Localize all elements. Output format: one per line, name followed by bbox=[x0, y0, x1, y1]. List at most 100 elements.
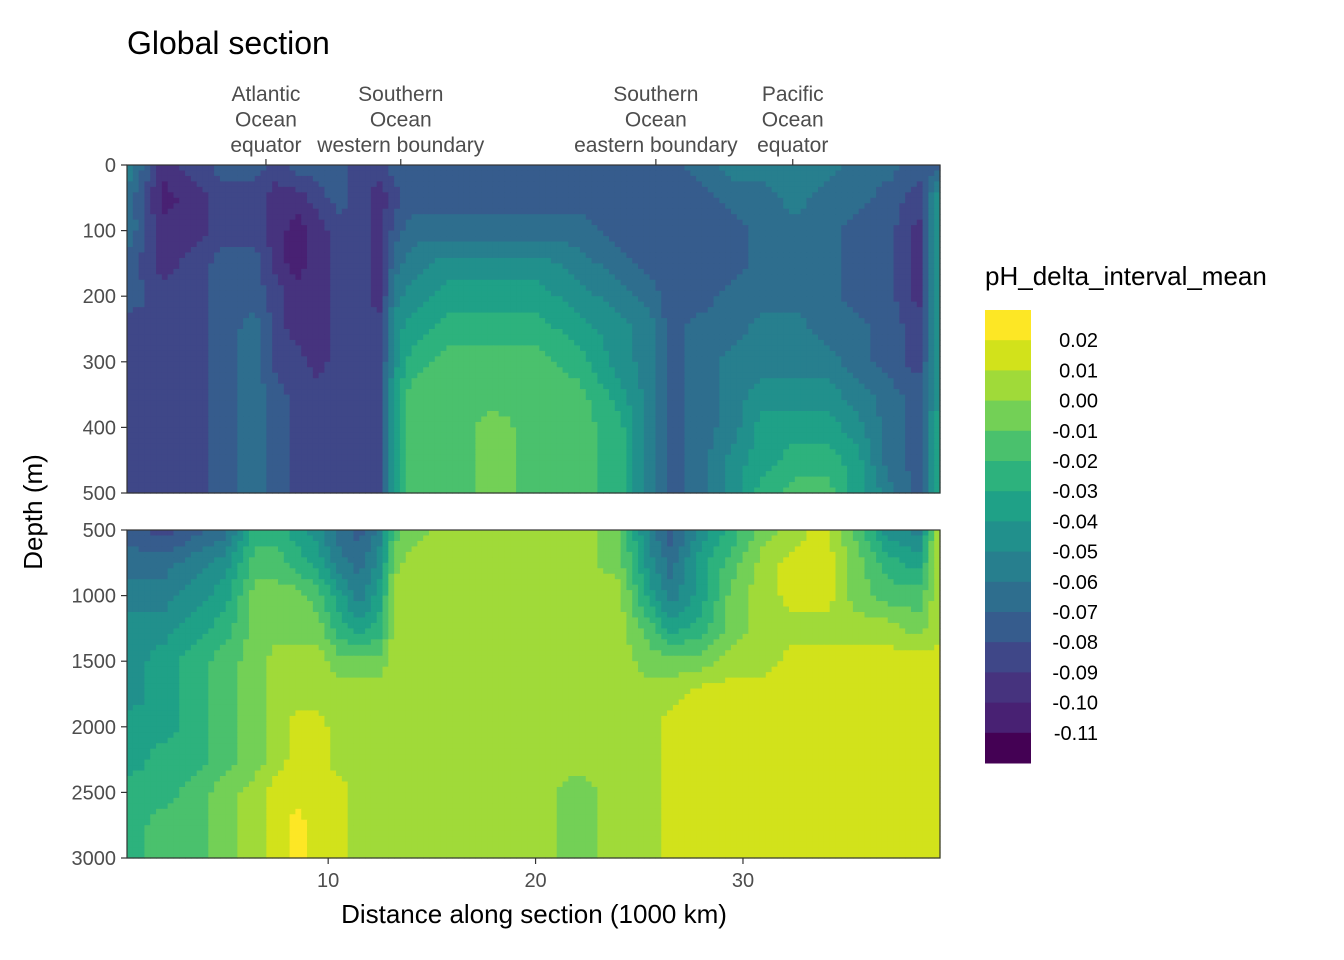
field-cell bbox=[684, 247, 691, 254]
field-cell bbox=[144, 236, 151, 243]
field-cell bbox=[864, 241, 871, 248]
field-cell bbox=[219, 208, 227, 215]
field-cell bbox=[771, 318, 778, 325]
field-cell bbox=[208, 181, 215, 188]
field-cell bbox=[359, 312, 366, 319]
field-cell bbox=[504, 290, 511, 297]
field-cell bbox=[138, 318, 146, 325]
field-cell bbox=[905, 296, 912, 303]
field-cell bbox=[643, 214, 651, 221]
field-cell bbox=[893, 192, 900, 199]
field-cell bbox=[899, 165, 906, 172]
field-cell bbox=[870, 312, 877, 319]
field-cell bbox=[916, 230, 924, 237]
field-cell bbox=[411, 214, 418, 221]
field-cell bbox=[481, 236, 488, 243]
field-cell bbox=[324, 334, 331, 341]
field-cell bbox=[603, 208, 610, 215]
field-cell bbox=[620, 301, 628, 308]
field-cell bbox=[893, 236, 900, 243]
field-cell bbox=[254, 192, 262, 199]
field-cell bbox=[214, 175, 221, 182]
field-cell bbox=[835, 186, 842, 193]
field-cell bbox=[777, 203, 784, 210]
field-cell bbox=[214, 241, 221, 248]
field-cell bbox=[719, 263, 726, 270]
field-cell bbox=[434, 192, 442, 199]
field-cell bbox=[568, 203, 575, 210]
field-cell bbox=[568, 274, 575, 281]
field-cell bbox=[458, 279, 465, 286]
field-cell bbox=[568, 170, 575, 177]
field-cell bbox=[202, 290, 209, 297]
field-cell bbox=[150, 312, 157, 319]
field-cell bbox=[829, 323, 837, 330]
field-cell bbox=[301, 192, 308, 199]
field-cell bbox=[881, 170, 889, 177]
field-cell bbox=[307, 203, 314, 210]
field-cell bbox=[876, 296, 883, 303]
field-cell bbox=[423, 323, 430, 330]
field-cell bbox=[202, 241, 209, 248]
field-cell bbox=[818, 268, 825, 275]
field-cell bbox=[434, 290, 442, 297]
field-cell bbox=[881, 252, 889, 259]
field-cell bbox=[208, 318, 215, 325]
field-cell bbox=[789, 219, 796, 226]
field-cell bbox=[243, 263, 250, 270]
field-cell bbox=[550, 350, 558, 357]
field-cell bbox=[208, 290, 215, 297]
field-cell bbox=[388, 312, 395, 319]
field-cell bbox=[800, 186, 808, 193]
field-cell bbox=[254, 181, 262, 188]
field-cell bbox=[225, 186, 233, 193]
field-cell bbox=[463, 334, 471, 341]
field-cell bbox=[388, 285, 395, 292]
field-cell bbox=[492, 312, 500, 319]
field-cell bbox=[887, 165, 895, 172]
field-cell bbox=[504, 329, 511, 336]
field-cell bbox=[423, 219, 430, 226]
field-cell bbox=[138, 350, 146, 357]
field-cell bbox=[411, 236, 418, 243]
field-cell bbox=[603, 312, 610, 319]
field-cell bbox=[881, 203, 889, 210]
field-cell bbox=[835, 219, 842, 226]
field-cell bbox=[417, 296, 424, 303]
field-cell bbox=[765, 192, 773, 199]
field-cell bbox=[585, 252, 593, 259]
field-cell bbox=[574, 263, 581, 270]
field-cell bbox=[649, 274, 657, 281]
field-cell bbox=[794, 257, 802, 264]
field-cell bbox=[829, 247, 837, 254]
field-cell bbox=[667, 334, 674, 341]
field-cell bbox=[208, 214, 215, 221]
field-cell bbox=[818, 230, 825, 237]
field-cell bbox=[806, 301, 813, 308]
field-cell bbox=[318, 350, 326, 357]
field-cell bbox=[545, 252, 552, 259]
field-cell bbox=[620, 356, 628, 363]
field-cell bbox=[876, 203, 883, 210]
field-cell bbox=[794, 279, 802, 286]
field-cell bbox=[272, 323, 279, 330]
field-cell bbox=[289, 236, 297, 243]
field-cell bbox=[156, 186, 163, 193]
field-cell bbox=[887, 296, 895, 303]
field-cell bbox=[545, 290, 552, 297]
field-cell bbox=[295, 323, 302, 330]
field-cell bbox=[214, 192, 221, 199]
field-cell bbox=[533, 225, 540, 232]
field-cell bbox=[161, 290, 169, 297]
field-cell bbox=[713, 186, 720, 193]
field-cell bbox=[417, 197, 424, 204]
field-cell bbox=[783, 290, 790, 297]
field-cell bbox=[928, 225, 935, 232]
field-cell bbox=[196, 236, 204, 243]
field-cell bbox=[307, 192, 314, 199]
field-cell bbox=[881, 186, 889, 193]
field-cell bbox=[173, 230, 180, 237]
field-cell bbox=[487, 339, 494, 346]
field-cell bbox=[231, 214, 238, 221]
field-cell bbox=[533, 279, 540, 286]
